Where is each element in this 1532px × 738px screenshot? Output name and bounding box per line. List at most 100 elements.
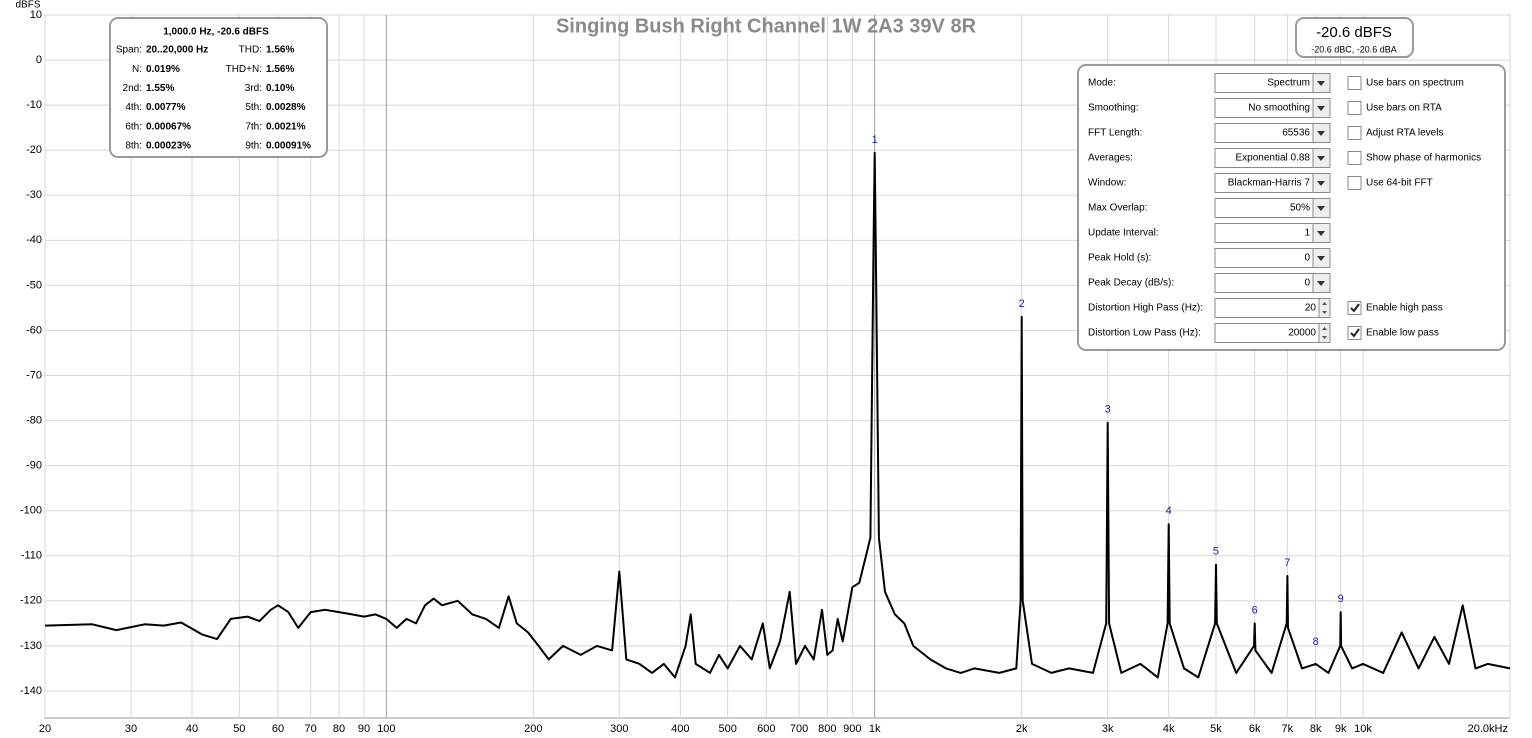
info-value: 0.0028% [266,102,306,113]
info-label: THD+N: [226,64,262,75]
y-tick-label: -100 [20,505,42,517]
checkbox[interactable] [1347,126,1362,140]
checkbox-label[interactable]: Enable low pass [1366,328,1439,339]
checkbox[interactable] [1347,301,1362,315]
x-tick-label: 70 [305,723,317,735]
checkbox[interactable] [1347,176,1362,190]
dropdown-arrow [1317,181,1325,186]
setting-value: Spectrum [1267,78,1310,89]
setting-value: 65536 [1282,128,1310,139]
spinner-arrows [1322,327,1327,339]
x-tick-label: 100 [377,723,395,735]
setting-label: Peak Decay (dB/s): [1088,278,1174,289]
checkbox-label[interactable]: Use bars on spectrum [1366,78,1464,89]
info-value: 0.00023% [146,141,191,152]
harmonic-label: 1 [872,134,878,146]
info-label: Span: [116,45,142,56]
x-tick-label: 4k [1163,723,1175,735]
harmonic-label: 2 [1019,298,1025,310]
checkbox-label[interactable]: Use bars on RTA [1366,103,1442,114]
x-tick-label: 7k [1282,723,1294,735]
dropdown-arrow [1317,206,1325,211]
harmonic-label: 6 [1252,604,1258,616]
y-tick-label: -50 [26,279,42,291]
info-value: 0.0021% [266,121,306,132]
harmonic-label: 5 [1213,546,1219,558]
info-value: 1.56% [266,64,294,75]
info-value: 1.55% [146,83,174,94]
spinner-arrows [1322,302,1327,314]
setting-value: 1 [1304,228,1310,239]
checkmark [1350,303,1360,313]
info-label: 9th: [245,141,262,152]
harmonic-label: 4 [1166,505,1172,517]
info-label: 5th: [245,102,262,113]
info-label: 6th: [125,121,142,132]
x-tick-label: 20.0kHz [1468,723,1508,735]
info-label: 7th: [245,121,262,132]
checkbox[interactable] [1347,326,1362,340]
info-value: 0.10% [266,83,294,94]
setting-label: Distortion Low Pass (Hz): [1088,328,1201,339]
y-tick-label: 0 [36,54,42,66]
y-tick-label: -110 [21,550,42,562]
setting-value: 20 [1305,303,1317,314]
level-sub: -20.6 dBC, -20.6 dBA [1311,44,1397,54]
checkmark [1350,328,1360,338]
info-value: 0.00091% [266,141,311,152]
harmonic-label: 3 [1105,404,1111,416]
dropdown-arrow [1317,231,1325,236]
info-label: N: [132,64,142,75]
setting-label: Averages: [1088,153,1133,164]
setting-label: Peak Hold (s): [1088,253,1151,264]
setting-label: Distortion High Pass (Hz): [1088,303,1203,314]
x-tick-label: 9k [1335,723,1347,735]
level-main: -20.6 dBFS [1316,24,1392,41]
info-label: 2nd: [123,83,142,94]
x-tick-label: 900 [843,723,861,735]
y-tick-label: -70 [26,369,42,381]
x-tick-label: 500 [718,723,736,735]
setting-label: Update Interval: [1088,228,1159,239]
x-tick-label: 8k [1310,723,1322,735]
x-tick-label: 40 [186,723,198,735]
info-value: 0.00067% [146,121,191,132]
x-tick-label: 3k [1102,723,1114,735]
x-tick-label: 400 [671,723,689,735]
info-label: 4th: [125,102,142,113]
x-tick-label: 200 [524,723,542,735]
harmonic-label: 7 [1284,557,1290,569]
spinner-buttons[interactable] [1318,298,1331,318]
x-tick-label: 30 [125,723,137,735]
x-tick-label: 20 [39,723,51,735]
dropdown-arrow [1317,281,1325,286]
setting-value: Exponential 0.88 [1235,153,1310,164]
checkbox-label[interactable]: Use 64-bit FFT [1366,178,1433,189]
spinner-buttons[interactable] [1318,323,1331,343]
setting-label: FFT Length: [1088,128,1142,139]
checkbox-label[interactable]: Show phase of harmonics [1366,153,1481,164]
info-label: THD: [239,45,262,56]
dropdown-arrow [1317,131,1325,136]
y-tick-label: -140 [20,685,42,697]
x-tick-label: 90 [358,723,370,735]
checkbox-label[interactable]: Adjust RTA levels [1366,128,1443,139]
checkbox[interactable] [1347,101,1362,115]
x-tick-label: 700 [790,723,808,735]
x-tick-label: 10k [1354,723,1372,735]
x-tick-label: 80 [333,723,345,735]
setting-value: No smoothing [1248,103,1310,114]
checkbox-label[interactable]: Enable high pass [1366,303,1443,314]
dropdown-arrow [1317,106,1325,111]
setting-value: 0 [1304,278,1310,289]
checkbox[interactable] [1347,76,1362,90]
checkbox[interactable] [1347,151,1362,165]
info-label: 8th: [125,141,142,152]
x-tick-label: 1k [869,723,881,735]
x-tick-label: 60 [272,723,284,735]
x-tick-label: 6k [1249,723,1261,735]
y-tick-label: -20 [26,144,42,156]
dropdown-arrow [1317,256,1325,261]
harmonic-label: 8 [1313,636,1319,648]
x-tick-label: 50 [233,723,245,735]
